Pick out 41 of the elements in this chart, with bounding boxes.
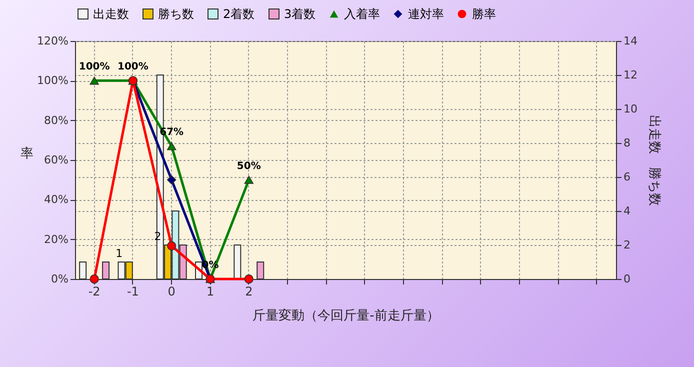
legend-label: 入着率 xyxy=(344,7,380,21)
legend-label: 勝率 xyxy=(472,7,496,21)
data-label: 50% xyxy=(236,160,261,172)
y2-tick-label: 4 xyxy=(624,204,630,218)
y-tick-label: 0% xyxy=(51,272,68,286)
point xyxy=(167,142,176,150)
data-label: 100% xyxy=(118,62,148,73)
data-label: 100% xyxy=(78,62,110,73)
legend-label: 出走数 xyxy=(93,7,129,21)
y-tick-label: 20% xyxy=(44,232,68,246)
x-tick-label: 1 xyxy=(206,284,214,298)
x-tick-label: -2 xyxy=(88,284,100,298)
x-tick-label: 2 xyxy=(245,284,253,298)
x-axis-title: 斤量変動（今回斤量-前走斤量） xyxy=(252,308,440,324)
y-tick-label: 120% xyxy=(37,34,68,48)
y2-tick-label: 12 xyxy=(624,68,638,82)
y-tick-label: 60% xyxy=(44,154,68,166)
point xyxy=(244,176,254,184)
point xyxy=(244,274,254,284)
y2-tick-label: 8 xyxy=(624,136,630,150)
y2-tick-label: 14 xyxy=(624,34,638,48)
point xyxy=(90,274,99,284)
y2-tick-label: 10 xyxy=(624,102,638,116)
legend-label: 連対率 xyxy=(408,7,444,21)
legend-label: 勝ち数 xyxy=(158,7,194,21)
x-tick-label: 0 xyxy=(168,284,176,298)
x-tick-label: -1 xyxy=(126,284,139,298)
point xyxy=(167,175,176,184)
y2-tick-label: 2 xyxy=(624,238,630,252)
y2-tick-label: 6 xyxy=(624,170,630,184)
y2-axis-title: 出走数 勝ち数 xyxy=(646,115,662,206)
y-tick-label: 40% xyxy=(44,193,68,206)
point xyxy=(167,241,176,250)
y-tick-label: 100% xyxy=(37,74,68,88)
data-label: 1 xyxy=(116,247,123,260)
legend-label: 3着数 xyxy=(284,7,316,21)
point xyxy=(90,76,99,85)
legend-label: 2着数 xyxy=(223,7,255,21)
y2-tick-label: 0 xyxy=(624,272,630,286)
y-axis-title: 率 xyxy=(20,146,34,162)
y-tick-label: 80% xyxy=(44,114,68,127)
